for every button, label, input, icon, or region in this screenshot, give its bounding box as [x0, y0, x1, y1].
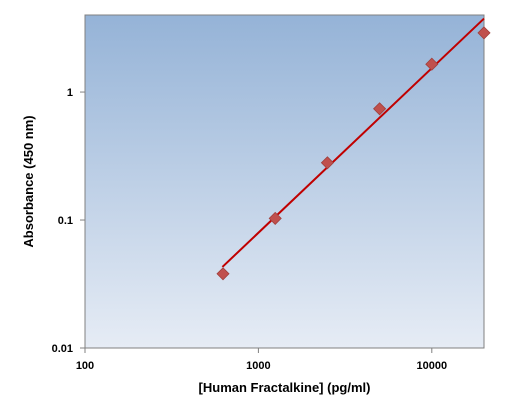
data-point: [477, 26, 491, 40]
data-points: [216, 26, 491, 281]
data-point: [216, 267, 230, 281]
data-point: [373, 102, 387, 116]
fit-line: [221, 17, 485, 268]
x-tick-label: 1000: [246, 360, 270, 372]
y-tick-label: 0.01: [52, 343, 73, 355]
data-point: [320, 156, 334, 170]
fit-line-group: [221, 17, 485, 268]
axis-ticks: [80, 91, 433, 353]
y-axis-title: Absorbance (450 nm): [21, 115, 36, 247]
data-point: [268, 211, 282, 225]
tick-labels: 100 1000 10000 0.01 0.1 1: [52, 87, 448, 372]
x-tick-label: 10000: [417, 360, 448, 372]
y-tick-label: 0.1: [58, 215, 73, 227]
x-tick-label: 100: [76, 360, 94, 372]
x-axis-title: [Human Fractalkine] (pg/ml): [199, 380, 371, 395]
data-point: [425, 57, 439, 71]
plot-area: [84, 14, 485, 349]
y-tick-label: 1: [67, 87, 73, 99]
